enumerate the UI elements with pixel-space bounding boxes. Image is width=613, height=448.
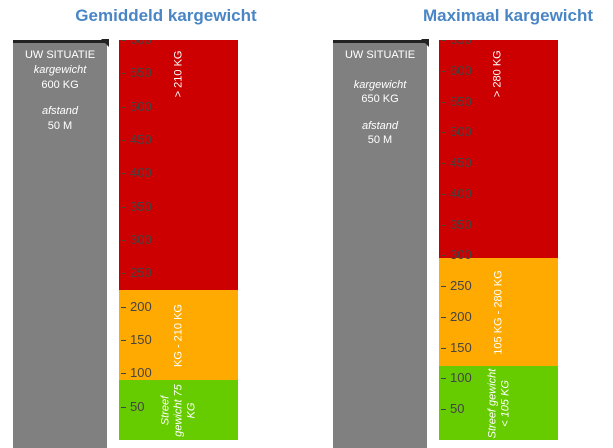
tick	[121, 40, 126, 41]
situation-text: 50 M	[367, 134, 393, 146]
tick	[441, 163, 446, 165]
situation-text: UW SITUATIE	[344, 49, 416, 61]
y-tick-label: 300	[450, 247, 472, 263]
tick	[441, 255, 446, 257]
tick	[121, 240, 126, 241]
zone: > 280 KG	[439, 40, 558, 259]
situation-text: UW SITUATIE	[24, 49, 96, 61]
y-tick-label: 150	[450, 339, 472, 355]
situation-text: 600 KG	[41, 79, 79, 91]
y-tick-label: 400	[450, 185, 472, 201]
tick	[441, 101, 446, 103]
chart-title: Gemiddeld kargewicht	[75, 6, 257, 25]
y-tick-label: 500	[130, 98, 152, 114]
y-tick-label: 650	[450, 40, 472, 47]
situation-text: afstand	[361, 120, 399, 132]
tick	[121, 173, 126, 175]
tick	[121, 306, 126, 308]
zone: 105 KG - 280 KG	[439, 258, 558, 367]
situation-text: kargewicht	[33, 64, 87, 76]
y-tick-label: 550	[130, 65, 152, 81]
y-tick-label: 50	[450, 401, 465, 417]
y-tick-label: 600	[130, 40, 152, 47]
tick	[121, 406, 126, 408]
y-tick-label: 250	[450, 278, 472, 294]
situation-text: kargewicht	[353, 79, 407, 91]
zone: Streef gewicht < 105 KG	[439, 366, 558, 440]
y-tick-label: 300	[130, 232, 152, 247]
scale: Streef gewicht 75 KG KG - 210 KG > 210 KG 5…	[119, 40, 238, 440]
y-tick-label: 550	[450, 93, 472, 109]
y-tick-label: 100	[450, 370, 472, 386]
zone: Streef gewicht 75 KG	[119, 380, 238, 440]
tick	[441, 193, 446, 195]
y-tick-label: 500	[450, 124, 472, 140]
situation-text: 50 M	[47, 120, 73, 132]
tick	[441, 347, 446, 349]
situation-corner	[421, 39, 429, 47]
y-tick-label: 50	[130, 398, 145, 414]
tick	[121, 206, 126, 208]
situation-bar	[13, 40, 107, 448]
y-tick-label: 200	[450, 308, 472, 324]
zone: KG - 210 KG	[119, 290, 238, 380]
zone: > 210 KG	[119, 40, 238, 290]
y-tick-label: 600	[450, 62, 472, 78]
y-tick-label: 400	[130, 165, 152, 181]
tick	[121, 373, 126, 375]
chart-title: Maximaal kargewicht	[422, 6, 594, 25]
situation-text: 650 KG	[361, 93, 399, 105]
situation-text: afstand	[41, 105, 79, 117]
y-tick-label: 100	[130, 365, 152, 381]
situation-bar	[333, 40, 427, 448]
y-tick-label: 350	[450, 216, 472, 232]
y-tick-label: 350	[130, 198, 152, 214]
tick	[441, 378, 446, 380]
y-tick-label: 450	[130, 132, 152, 147]
tick	[441, 70, 446, 72]
tick	[121, 73, 126, 75]
y-tick-label: 200	[130, 298, 152, 314]
y-tick-label: 150	[130, 332, 152, 347]
tick	[441, 316, 446, 318]
tick	[121, 140, 126, 141]
tick	[121, 273, 126, 275]
tick	[121, 340, 126, 341]
situation-corner	[101, 39, 109, 47]
tick	[441, 132, 446, 134]
tick	[441, 40, 446, 41]
y-tick-label: 250	[130, 265, 152, 281]
tick	[121, 106, 126, 108]
tick	[441, 409, 446, 411]
y-tick-label: 450	[450, 155, 472, 171]
scale: Streef gewicht < 105 KG 105 KG - 280 KG > …	[439, 40, 558, 440]
tick	[441, 286, 446, 288]
tick	[441, 224, 446, 226]
